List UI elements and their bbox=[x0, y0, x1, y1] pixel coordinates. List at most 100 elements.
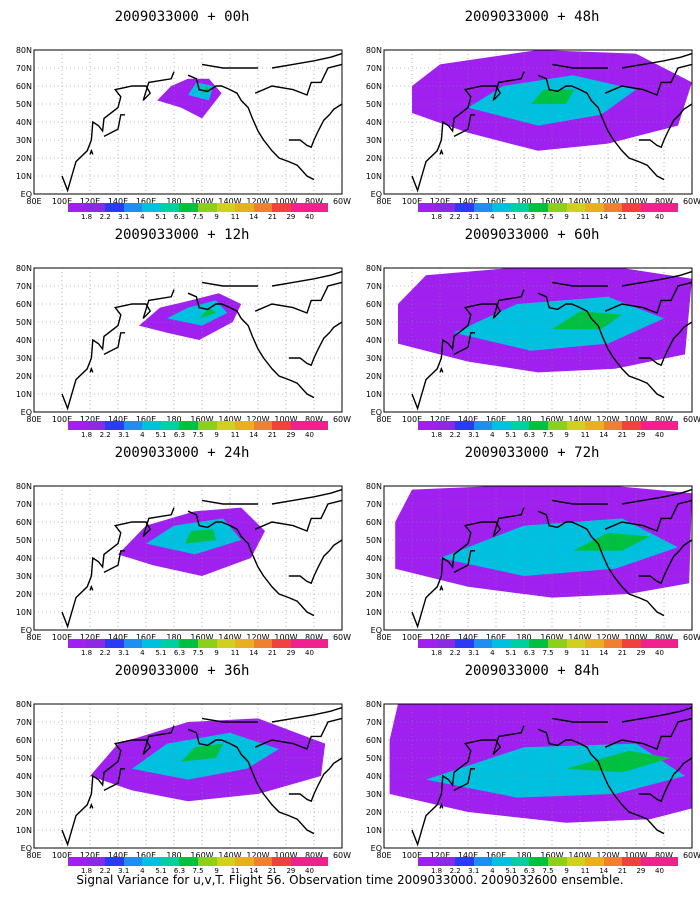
colorbar-swatch bbox=[585, 857, 604, 866]
lat-tick-label: 40N bbox=[366, 554, 382, 563]
lat-tick-label: 50N bbox=[366, 100, 382, 109]
colorbar-swatch bbox=[640, 857, 660, 866]
lon-tick-label: 160W bbox=[540, 415, 563, 422]
lat-tick-label: 20N bbox=[16, 590, 32, 599]
coastline bbox=[103, 114, 125, 138]
colorbar-swatch bbox=[216, 639, 236, 648]
lat-tick-label: 40N bbox=[16, 772, 32, 781]
variance-plume-core bbox=[552, 311, 622, 330]
lat-tick-label: 50N bbox=[366, 754, 382, 763]
colorbar-swatch bbox=[603, 857, 623, 866]
colorbar-label: 5.1 bbox=[155, 867, 167, 875]
colorbar-label: 29 bbox=[286, 867, 296, 875]
lat-tick-label: 40N bbox=[16, 336, 32, 345]
lat-tick-label: 40N bbox=[366, 118, 382, 127]
coastline bbox=[254, 281, 343, 314]
coastline bbox=[621, 706, 693, 723]
colorbar-swatch bbox=[622, 639, 641, 648]
lon-tick-label: 100W bbox=[274, 415, 297, 422]
colorbar-label: 6.3 bbox=[523, 213, 536, 221]
lon-tick-label: 120W bbox=[596, 633, 619, 640]
lon-tick-label: 120E bbox=[80, 197, 100, 204]
lat-tick-label: 30N bbox=[366, 790, 382, 799]
forecast-panel-36h: 2009033000 + 36h 80N 70N 60N 50N 40N 30N 20N 10N… bbox=[12, 662, 352, 880]
lat-tick-label: 50N bbox=[16, 754, 32, 763]
lon-tick-label: 120W bbox=[246, 851, 269, 858]
coastline bbox=[604, 717, 693, 750]
lon-tick-label: 140E bbox=[108, 415, 128, 422]
lat-tick-label: 10N bbox=[366, 826, 382, 835]
colorbar-label: 7.5 bbox=[192, 431, 204, 439]
lon-tick-label: 80E bbox=[376, 851, 391, 858]
lat-tick-label: 30N bbox=[16, 790, 32, 799]
colorbar-label: 21 bbox=[617, 213, 627, 221]
colorbar-label: 14 bbox=[249, 213, 259, 221]
lat-tick-label: 70N bbox=[366, 282, 382, 291]
lat-tick-label: 50N bbox=[16, 318, 32, 327]
colorbar-swatch bbox=[418, 421, 437, 430]
colorbar-swatch bbox=[622, 857, 641, 866]
colorbar-swatch bbox=[105, 639, 124, 648]
lat-tick-label: 60N bbox=[16, 300, 32, 309]
lat-tick-label: 60N bbox=[366, 518, 382, 527]
lon-tick-label: 120E bbox=[430, 633, 450, 640]
colorbar-swatch bbox=[290, 857, 310, 866]
colorbar-swatch bbox=[253, 857, 273, 866]
colorbar-swatch bbox=[473, 639, 493, 648]
colorbar: 1.8 2.2 3.1 4 5.1 6.3 7.5 9 11 14 21 29 40 bbox=[418, 639, 679, 661]
colorbar-label: 29 bbox=[636, 213, 646, 221]
colorbar-label: 21 bbox=[267, 649, 277, 657]
colorbar-label: 14 bbox=[249, 431, 259, 439]
lon-tick-label: 80E bbox=[376, 197, 391, 204]
lon-tick-label: 100W bbox=[274, 633, 297, 640]
colorbar-label: 1.8 bbox=[431, 649, 443, 657]
forecast-panel-24h: 2009033000 + 24h 80N 70N 60N 50N 40N 30N 20N 10N… bbox=[12, 444, 352, 662]
lat-tick-label: 50N bbox=[366, 536, 382, 545]
coastline bbox=[537, 74, 665, 181]
colorbar-swatch bbox=[253, 639, 273, 648]
coastline bbox=[604, 281, 693, 314]
coastline bbox=[288, 321, 343, 367]
coastline bbox=[551, 63, 608, 69]
lat-tick-label: 50N bbox=[16, 100, 32, 109]
lon-tick-label: 180 bbox=[516, 197, 531, 204]
colorbar-swatch bbox=[548, 203, 567, 212]
lon-tick-label: 140E bbox=[458, 851, 478, 858]
colorbar-swatch bbox=[548, 857, 567, 866]
colorbar-swatch bbox=[510, 857, 530, 866]
coastline bbox=[103, 768, 125, 792]
colorbar-swatch bbox=[179, 421, 199, 430]
lon-tick-label: 80W bbox=[305, 197, 323, 204]
lon-tick-label: 100W bbox=[274, 197, 297, 204]
colorbar-swatch bbox=[436, 421, 456, 430]
colorbar-swatch bbox=[585, 421, 604, 430]
lon-tick-label: 80W bbox=[655, 633, 673, 640]
colorbar-swatch bbox=[123, 857, 143, 866]
colorbar-label: 14 bbox=[249, 867, 259, 875]
colorbar-label: 1.8 bbox=[81, 213, 93, 221]
colorbar-swatch bbox=[659, 639, 679, 648]
colorbar-label: 29 bbox=[636, 431, 646, 439]
colorbar-swatch bbox=[418, 639, 437, 648]
colorbar-label: 11 bbox=[580, 431, 590, 439]
colorbar-swatch bbox=[622, 421, 641, 430]
coastline bbox=[621, 488, 693, 505]
colorbar-swatch bbox=[160, 857, 180, 866]
variance-plume-core bbox=[185, 529, 216, 544]
lon-tick-label: 160W bbox=[540, 197, 563, 204]
colorbar-swatch bbox=[548, 421, 567, 430]
colorbar-swatch bbox=[216, 203, 236, 212]
colorbar-label: 7.5 bbox=[542, 213, 554, 221]
lat-tick-label: 30N bbox=[366, 354, 382, 363]
forecast-map: 80N 70N 60N 50N 40N 30N 20N 10N EQ 80E 100E 120E 140… bbox=[12, 470, 352, 640]
colorbar-label: 14 bbox=[599, 867, 609, 875]
lat-tick-label: 40N bbox=[16, 554, 32, 563]
lat-tick-label: 10N bbox=[16, 390, 32, 399]
colorbar-swatch bbox=[566, 857, 586, 866]
colorbar: 1.8 2.2 3.1 4 5.1 6.3 7.5 9 11 14 21 29 40 bbox=[418, 203, 679, 225]
colorbar-swatch bbox=[198, 203, 217, 212]
lon-tick-label: 180 bbox=[516, 633, 531, 640]
panel-title: 2009033000 + 48h bbox=[464, 9, 600, 25]
colorbar-swatch bbox=[253, 203, 273, 212]
